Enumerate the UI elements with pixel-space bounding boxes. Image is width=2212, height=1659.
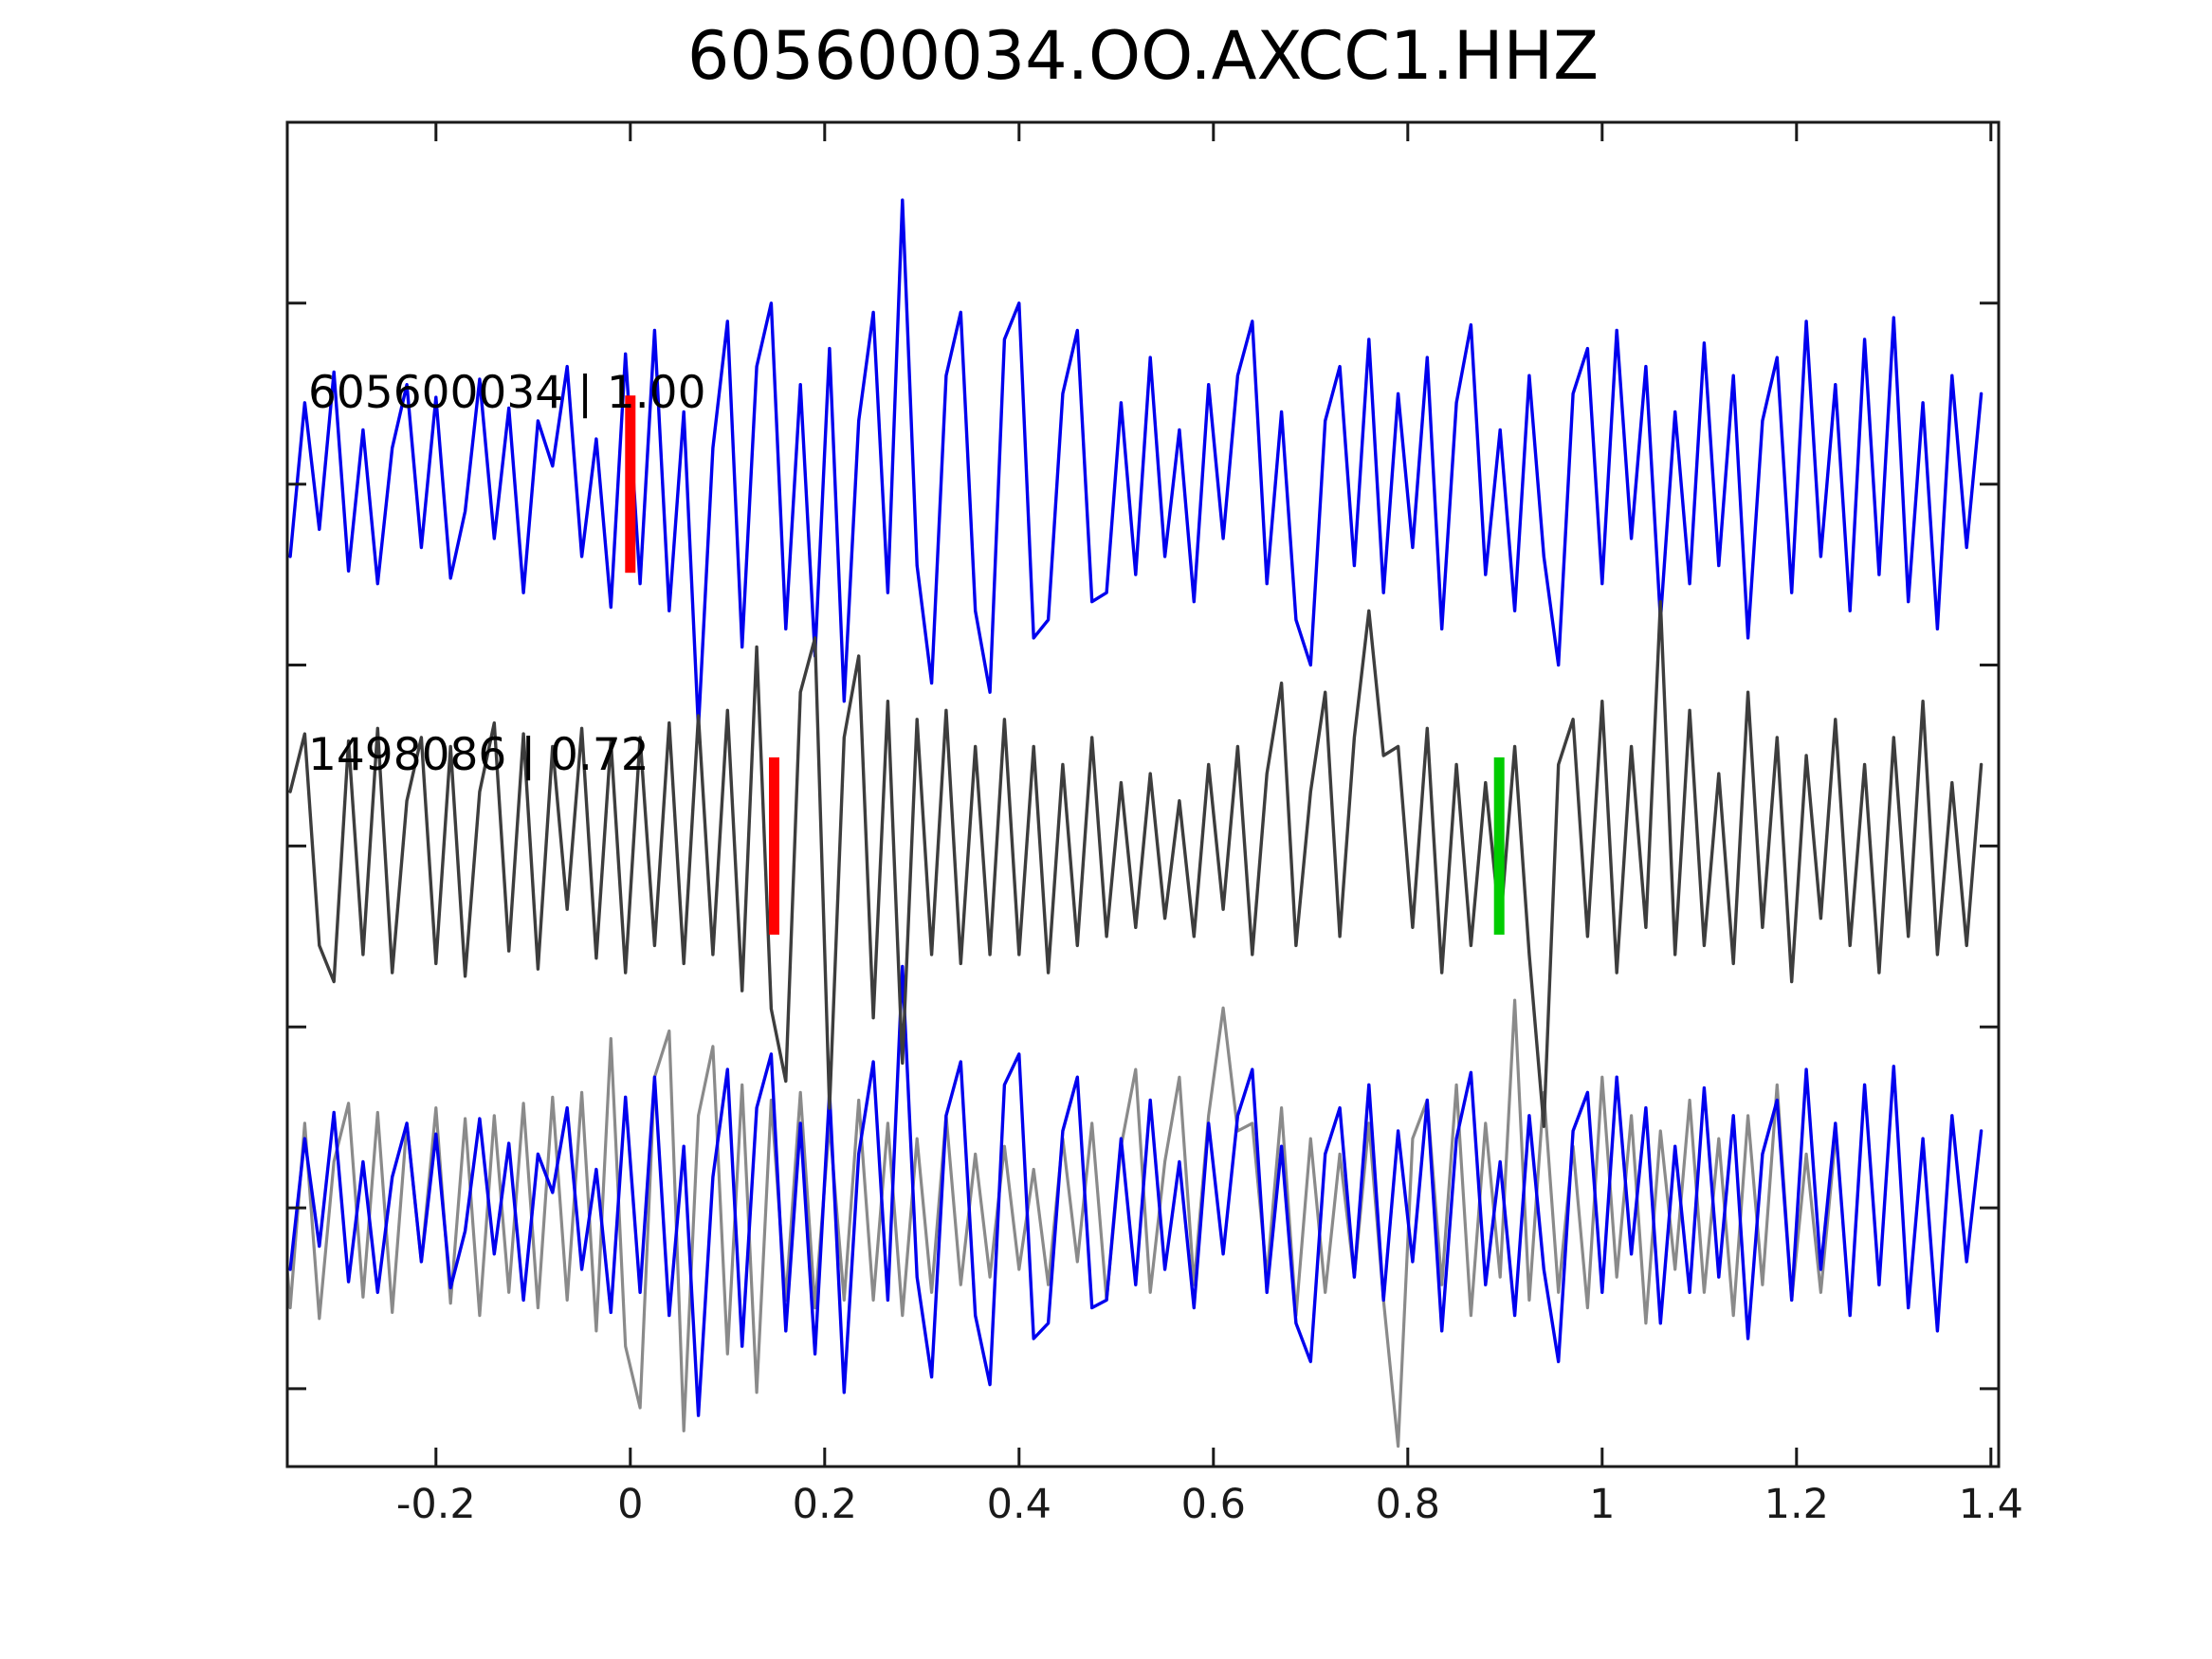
- trace-label-detection: 1498086 | 0.72: [308, 729, 649, 781]
- trace-detection: [288, 600, 1983, 1128]
- traces: [288, 198, 1983, 1449]
- chart-title: 605600034.OO.AXCC1.HHZ: [686, 17, 1600, 95]
- x-tick-label: 0.2: [792, 1481, 857, 1528]
- axis-ticks: [287, 120, 1999, 1467]
- x-tick-label: 0.6: [1180, 1481, 1246, 1528]
- x-tick-label: -0.2: [395, 1481, 476, 1528]
- x-tick-label: 1: [1589, 1481, 1616, 1528]
- pick-marker-3: [1493, 757, 1505, 935]
- pick-marker-2: [769, 757, 779, 935]
- x-tick-label: 0.4: [986, 1481, 1051, 1528]
- trace-template: [288, 198, 1983, 730]
- trace-template-overlay: [288, 964, 1983, 1417]
- trace-label-template: 605600034 | 1.00: [308, 367, 706, 419]
- x-tick-label: 0: [617, 1481, 644, 1528]
- x-tick-label: 1.2: [1764, 1481, 1829, 1528]
- x-tick-label: 1.4: [1958, 1481, 2023, 1528]
- pick-marker-1: [625, 395, 636, 574]
- x-tick-label: 0.8: [1375, 1481, 1440, 1528]
- plot-border: [285, 120, 2001, 1468]
